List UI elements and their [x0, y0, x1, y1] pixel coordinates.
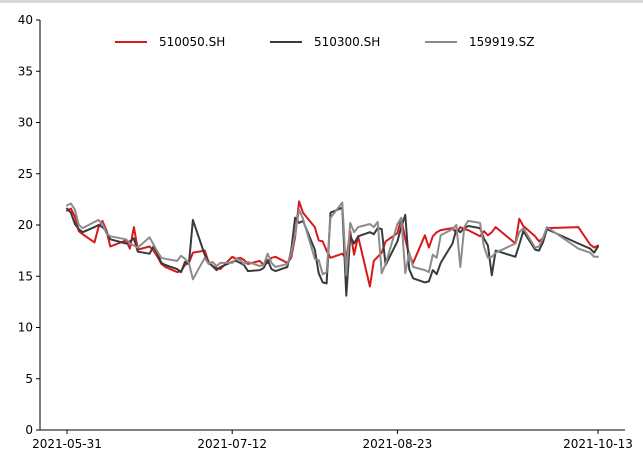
x-tick-label: 2021-05-31	[32, 437, 102, 451]
series-line-510050-SH	[66, 200, 599, 288]
y-tick-label: 15	[18, 269, 33, 283]
y-tick-label: 25	[18, 167, 33, 181]
series-line-159919-SZ	[66, 201, 599, 281]
y-tick-label: 35	[18, 64, 33, 78]
legend-label-510300-SH: 510300.SH	[314, 35, 380, 49]
x-tick-label: 2021-07-12	[197, 437, 267, 451]
legend-label-510050-SH: 510050.SH	[159, 35, 225, 49]
y-tick-label: 20	[18, 218, 33, 232]
y-tick-label: 40	[18, 13, 33, 27]
y-tick-label: 30	[18, 116, 33, 130]
legend-label-159919-SZ: 159919.SZ	[469, 35, 534, 49]
y-tick-label: 5	[25, 372, 33, 386]
x-tick-label: 2021-08-23	[363, 437, 433, 451]
y-tick-label: 10	[18, 321, 33, 335]
x-tick-label: 2021-10-13	[563, 437, 633, 451]
y-tick-label: 0	[25, 423, 33, 437]
top-border	[0, 0, 643, 3]
